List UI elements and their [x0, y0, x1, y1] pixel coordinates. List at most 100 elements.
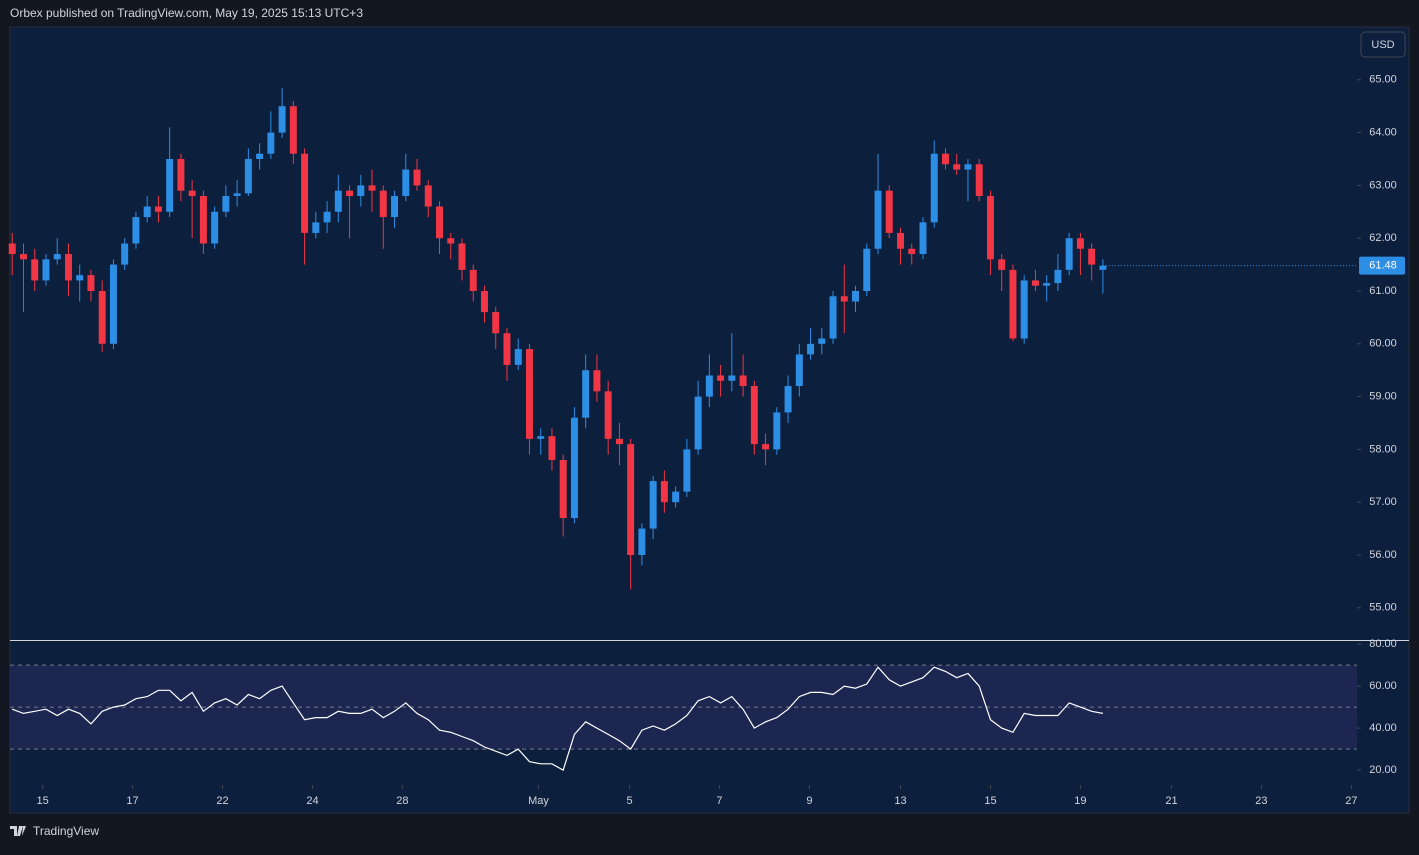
candle-body — [492, 312, 500, 334]
attribution: Orbex published on TradingView.com, May … — [10, 6, 363, 20]
candle-body — [1009, 269, 1017, 339]
candle-body — [1031, 280, 1039, 286]
candle-body — [222, 195, 230, 212]
candle-body — [199, 195, 207, 244]
brand: TradingView — [33, 824, 99, 838]
candle-body — [76, 275, 84, 281]
candle-body — [278, 106, 286, 133]
candle-body — [919, 222, 927, 255]
x-tick-label: 19 — [1074, 795, 1086, 807]
currency[interactable]: USD — [1371, 39, 1394, 51]
candle-body — [784, 386, 792, 413]
candle-body — [53, 254, 61, 260]
x-tick-label: May — [528, 795, 549, 807]
x-tick-label: 15 — [36, 795, 48, 807]
candle-body — [941, 153, 949, 165]
candle-body — [334, 190, 342, 212]
candle-body — [852, 290, 860, 302]
x-tick-label: 23 — [1255, 795, 1267, 807]
candle-body — [683, 449, 691, 492]
y-tick-label: 58.00 — [1369, 443, 1397, 455]
candle-body — [537, 436, 545, 439]
candle-body — [705, 375, 713, 397]
candle-body — [570, 417, 578, 519]
candle-body — [402, 169, 410, 196]
candle-body — [256, 153, 264, 159]
candle-body — [8, 243, 16, 255]
candle-body — [548, 436, 556, 460]
candle-body — [807, 343, 815, 355]
candle-body — [525, 349, 533, 439]
candle-body — [481, 290, 488, 313]
candle-body — [267, 132, 275, 154]
candle-body — [514, 349, 522, 365]
candle-body — [312, 222, 320, 233]
candle-body — [42, 259, 50, 281]
candle-body — [346, 190, 354, 196]
candle-body — [436, 206, 443, 239]
candle-body — [840, 296, 848, 302]
candle-body — [166, 158, 174, 212]
candle-body — [458, 243, 466, 270]
candle-body — [1076, 238, 1084, 249]
y-tick-label: 40.00 — [1369, 722, 1397, 734]
y-tick-label: 64.00 — [1369, 127, 1397, 139]
candle-body — [87, 275, 95, 291]
candle-body — [615, 438, 623, 445]
y-tick-label: 63.00 — [1369, 179, 1397, 191]
candle-body — [818, 338, 826, 344]
candle-body — [177, 158, 185, 191]
candle-body — [694, 396, 702, 450]
candle-body — [604, 391, 612, 439]
x-tick-label: 27 — [1345, 795, 1357, 807]
y-tick-label: 55.00 — [1369, 602, 1397, 614]
candle-body — [503, 333, 511, 365]
candle-body — [233, 193, 241, 196]
currency-button[interactable] — [1360, 31, 1406, 58]
brand-logo — [10, 826, 26, 836]
candle-body — [379, 190, 387, 218]
candle-body — [975, 164, 983, 196]
candle-body — [649, 481, 657, 529]
candle-body — [863, 248, 871, 291]
last-price-label: 61.48 — [1369, 260, 1397, 272]
candle-body — [908, 248, 916, 255]
candle-body — [1020, 280, 1028, 339]
x-tick-label: 22 — [216, 795, 228, 807]
y-tick-label: 60.00 — [1369, 680, 1397, 692]
candle-body — [964, 164, 972, 170]
last-price-box — [1359, 256, 1405, 275]
candle-body — [64, 254, 72, 281]
candle-body — [211, 211, 219, 244]
candle-body — [998, 259, 1006, 270]
candle-body — [188, 190, 196, 196]
candle-body — [413, 169, 421, 186]
candle-body — [638, 528, 646, 555]
candle-body — [627, 444, 635, 555]
candle-body — [1065, 238, 1073, 270]
candle-body — [953, 164, 961, 170]
candle-body — [289, 106, 297, 154]
candle-body — [559, 459, 567, 519]
y-tick-label: 20.00 — [1369, 764, 1397, 776]
candle-body — [1088, 248, 1096, 265]
candle-body — [109, 264, 117, 344]
candle-body — [593, 370, 601, 392]
x-tick-label: 7 — [716, 795, 722, 807]
candle-body — [582, 370, 590, 418]
candle-body — [20, 254, 27, 260]
candle-body — [885, 190, 893, 233]
x-tick-label: 17 — [126, 795, 138, 807]
candle-body — [424, 185, 432, 207]
rsi-line — [11, 666, 1104, 771]
candle-body — [1099, 265, 1107, 270]
x-tick-label: 9 — [806, 795, 812, 807]
candle-body — [323, 211, 331, 223]
y-tick-label: 80.00 — [1369, 638, 1397, 650]
candle-body — [930, 153, 938, 223]
y-tick-label: 56.00 — [1369, 549, 1397, 561]
candle-body — [750, 386, 758, 445]
candle-body — [874, 190, 882, 249]
x-tick-label: 24 — [306, 795, 318, 807]
